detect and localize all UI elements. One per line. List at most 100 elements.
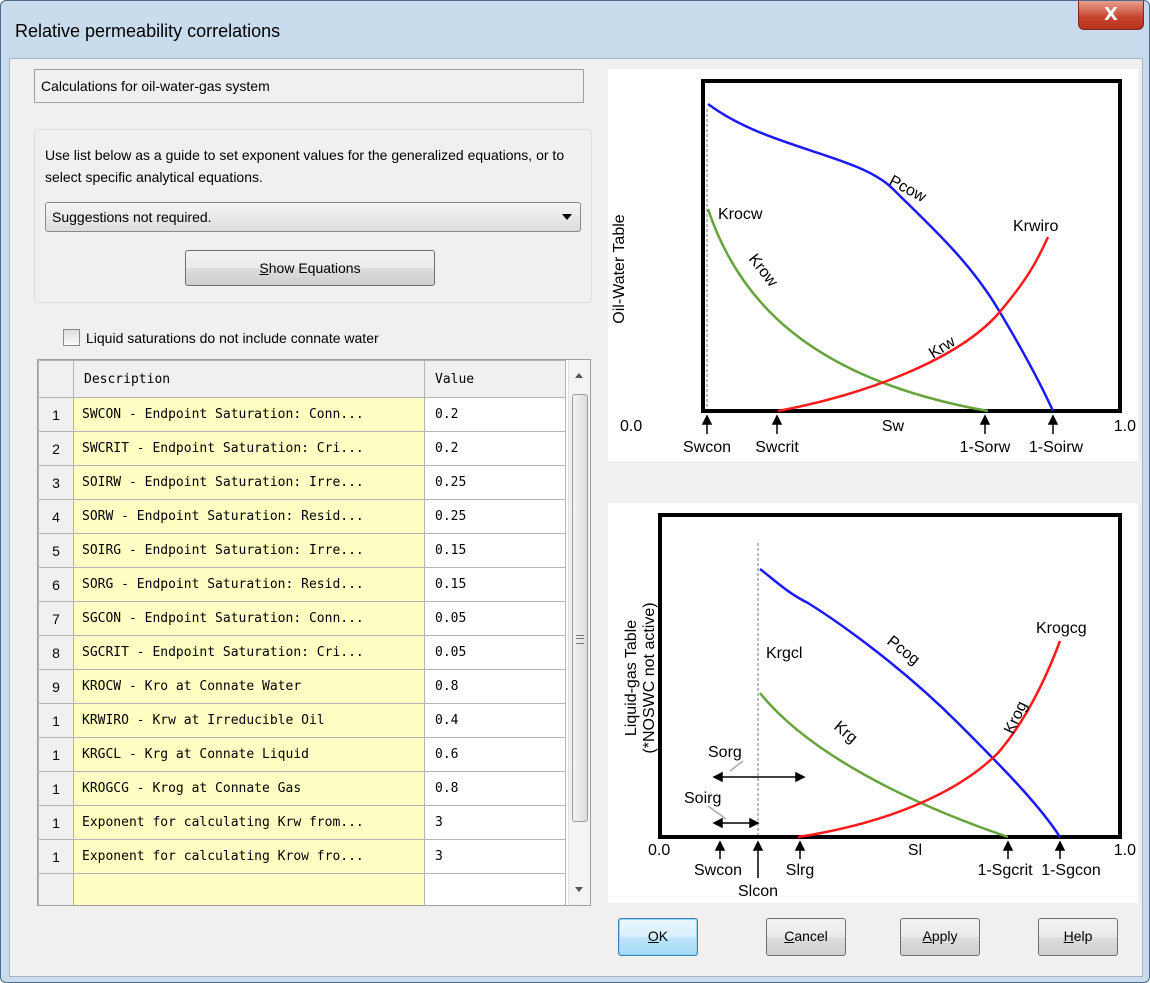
oil-water-chart: Oil-Water Table Krocw Krow Pcow Krwiro K… [608,69,1138,461]
cancel-button[interactable]: Cancel [766,918,846,956]
row-description[interactable]: KROGCG - Krog at Connate Gas [73,771,425,806]
x-max-label: 1.0 [1114,418,1136,435]
parameter-grid: Description Value 1 SWCON - Endpoint Satu… [37,359,591,906]
row-description[interactable]: KROCW - Kro at Connate Water [73,669,425,704]
table-row[interactable]: 1 SWCON - Endpoint Saturation: Conn... 0.2 [38,397,566,432]
row-description[interactable]: SOIRW - Endpoint Saturation: Irre... [73,465,425,500]
table-row[interactable]: 1 Exponent for calculating Krow fro... 3 [38,839,566,874]
row-description[interactable]: KRGCL - Krg at Connate Liquid [73,737,425,772]
table-row[interactable]: 4 SORW - Endpoint Saturation: Resid... 0.2… [38,499,566,534]
dialog-body: Calculations for oil-water-gas system Us… [9,58,1143,977]
system-header: Calculations for oil-water-gas system [34,69,584,103]
row-description[interactable]: Exponent for calculating Krow fro... [73,839,425,874]
x-min-label: 0.0 [620,418,642,435]
row-number: 1 [38,397,74,432]
liquid-gas-arrows [714,840,1066,878]
window-title: Relative permeability correlations [15,21,281,41]
liquid-saturation-label: Liquid saturations do not include connat… [86,330,379,346]
x-max-label-2: 1.0 [1114,842,1136,859]
table-row[interactable]: 1 Exponent for calculating Krw from... 3 [38,805,566,840]
sorg-label: Sorg [708,744,742,761]
row-value-cell[interactable]: 3 [424,805,566,840]
row-value-cell[interactable]: 0.8 [424,771,566,806]
table-row[interactable]: 9 KROCW - Kro at Connate Water 0.8 [38,669,566,704]
row-value-cell[interactable]: 0.05 [424,601,566,636]
table-row[interactable]: 7 SGCON - Endpoint Saturation: Conn... 0.0… [38,601,566,636]
row-description[interactable]: KRWIRO - Krw at Irreducible Oil [73,703,425,738]
row-description[interactable]: SORG - Endpoint Saturation: Resid... [73,567,425,602]
table-row[interactable]: 5 SOIRG - Endpoint Saturation: Irre... 0.1… [38,533,566,568]
table-row[interactable]: 8 SGCRIT - Endpoint Saturation: Cri... 0.0… [38,635,566,670]
liquid-saturation-checkbox[interactable] [63,329,80,346]
krw-label: Krw [926,333,959,362]
row-number: 1 [38,737,74,772]
krgcl-label: Krgcl [766,645,802,662]
row-number: 9 [38,669,74,704]
show-equations-button[interactable]: Show Equations [185,250,435,286]
row-description[interactable]: SORW - Endpoint Saturation: Resid... [73,499,425,534]
swcon-marker: Swcon [683,439,731,456]
table-row[interactable]: 1 KRWIRO - Krw at Irreducible Oil 0.4 [38,703,566,738]
row-value-cell[interactable]: 0.25 [424,465,566,500]
row-value-cell[interactable]: 0.05 [424,635,566,670]
table-row[interactable]: 6 SORG - Endpoint Saturation: Resid... 0.1… [38,567,566,602]
sw-label: Sw [882,418,905,435]
row-number: 4 [38,499,74,534]
ok-button[interactable]: OK [618,918,698,956]
oil-water-ylabel: Oil-Water Table [611,214,628,323]
row-value-cell[interactable]: 3 [424,839,566,874]
system-header-text: Calculations for oil-water-gas system [41,78,270,94]
row-number: 5 [38,533,74,568]
suggestions-dropdown[interactable]: Suggestions not required. [45,202,581,232]
krog-curve [797,640,1062,839]
scroll-up-icon[interactable] [575,373,583,378]
sl-label: Sl [908,842,922,859]
row-value-cell[interactable]: 0.25 [424,499,566,534]
scrollbar-thumb[interactable] [572,394,588,822]
krog-label: Krog [1001,699,1031,737]
row-value-cell[interactable] [424,873,566,905]
row-number: 6 [38,567,74,602]
row-number: 1 [38,771,74,806]
row-value-cell[interactable]: 0.4 [424,703,566,738]
table-row[interactable]: 1 KROGCG - Krog at Connate Gas 0.8 [38,771,566,806]
row-description[interactable]: SWCON - Endpoint Saturation: Conn... [73,397,425,432]
row-value-cell[interactable]: 0.2 [424,431,566,466]
parameter-table: Description Value 1 SWCON - Endpoint Satu… [38,360,566,905]
column-header-description[interactable]: Description [73,360,425,398]
row-description[interactable]: SWCRIT - Endpoint Saturation: Cri... [73,431,425,466]
soirg-label: Soirg [684,790,721,807]
liquid-gas-ylabel: Liquid-gas Table [623,620,640,736]
saturation-span-arrows [707,760,806,829]
title-bar: Relative permeability correlations X [1,1,1149,61]
grid-scrollbar[interactable] [568,360,590,905]
row-number: 3 [38,465,74,500]
oil-water-arrows [701,414,1059,434]
noswc-note: (*NOSWC not active) [641,602,658,753]
grip-icon [576,635,584,644]
row-description[interactable]: SOIRG - Endpoint Saturation: Irre... [73,533,425,568]
column-header-value[interactable]: Value [424,360,566,398]
table-row[interactable]: 1 KRGCL - Krg at Connate Liquid 0.6 [38,737,566,772]
row-number: 2 [38,431,74,466]
row-value-cell[interactable]: 0.15 [424,533,566,568]
row-description[interactable]: SGCRIT - Endpoint Saturation: Cri... [73,635,425,670]
row-value-cell[interactable]: 0.2 [424,397,566,432]
1-sgcrit-marker: 1-Sgcrit [977,862,1033,879]
row-description[interactable]: SGCON - Endpoint Saturation: Conn... [73,601,425,636]
scroll-down-icon[interactable] [575,887,583,892]
help-button[interactable]: Help [1038,918,1118,956]
table-row[interactable]: 2 SWCRIT - Endpoint Saturation: Cri... 0.2 [38,431,566,466]
row-description[interactable]: Exponent for calculating Krw from... [73,805,425,840]
close-button[interactable]: X [1078,1,1144,30]
table-row[interactable]: 3 SOIRW - Endpoint Saturation: Irre... 0.2… [38,465,566,500]
table-row[interactable] [38,873,566,905]
row-number: 1 [38,703,74,738]
row-value-cell[interactable]: 0.8 [424,669,566,704]
row-value-cell[interactable]: 0.15 [424,567,566,602]
row-value-cell[interactable]: 0.6 [424,737,566,772]
row-number: 1 [38,805,74,840]
guide-group: Use list below as a guide to set exponen… [34,129,592,303]
apply-button[interactable]: Apply [900,918,980,956]
row-description[interactable] [73,873,425,905]
